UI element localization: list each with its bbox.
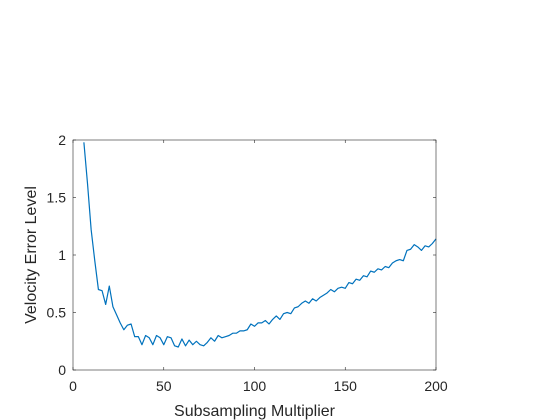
x-tick-label: 50 xyxy=(156,378,172,394)
y-tick-label: 2 xyxy=(58,132,66,148)
y-tick-label: 0 xyxy=(58,362,66,378)
y-tick-labels: 0 0.5 1 1.5 2 xyxy=(47,132,67,378)
x-axis-label: Subsampling Multiplier xyxy=(174,403,336,420)
y-tick-label: 1.5 xyxy=(47,190,67,206)
y-tick-label: 0.5 xyxy=(47,305,67,321)
x-tick-labels: 0 50 100 150 200 xyxy=(69,378,448,394)
y-tick-label: 1 xyxy=(58,247,66,263)
plot-area xyxy=(73,140,436,370)
x-tick-label: 0 xyxy=(69,378,77,394)
plot-frame xyxy=(72,139,437,371)
x-tick-label: 100 xyxy=(243,378,267,394)
y-axis-label: Velocity Error Level xyxy=(23,186,40,324)
x-tick-label: 200 xyxy=(424,378,448,394)
series-layer xyxy=(83,142,437,348)
x-tick-label: 150 xyxy=(334,378,358,394)
series-line xyxy=(83,142,437,348)
